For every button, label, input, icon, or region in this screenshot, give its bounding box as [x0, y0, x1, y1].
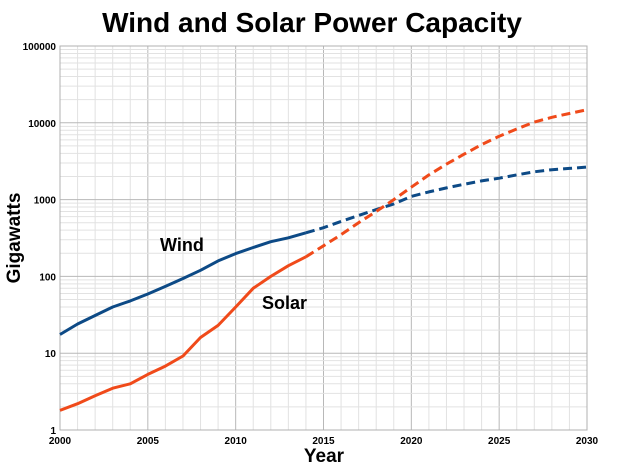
- y-tick-label: 1: [50, 426, 56, 437]
- x-axis-label: Year: [304, 446, 345, 467]
- series-lines: [59, 108, 588, 412]
- tick-labels: 2000 2005 2010 2015 2020 2025 2030 1 10 100 1000 10…: [23, 42, 599, 447]
- x-tick-label: 2020: [400, 436, 423, 447]
- x-tick-label: 2010: [225, 436, 248, 447]
- y-tick-label: 10: [45, 349, 57, 360]
- x-tick-label: 2000: [49, 436, 72, 447]
- y-tick-label: 1000: [34, 196, 57, 207]
- wind-historical-line: [59, 231, 307, 336]
- x-tick-label: 2025: [488, 436, 511, 447]
- wind-label: Wind: [160, 235, 204, 255]
- plot-border: [59, 45, 588, 431]
- y-tick-label: 100: [39, 272, 56, 283]
- solar-projection-line: [305, 108, 588, 259]
- x-tick-label: 2005: [137, 436, 160, 447]
- wind-projection-line: [305, 165, 588, 235]
- x-tick-label: 2030: [576, 436, 599, 447]
- solar-label: Solar: [262, 293, 307, 313]
- y-tick-label: 100000: [23, 42, 57, 53]
- y-axis-label: Gigawatts: [4, 193, 25, 284]
- x-tick-label: 2015: [312, 436, 335, 447]
- y-tick-label: 10000: [28, 119, 56, 130]
- chart-title: Wind and Solar Power Capacity: [102, 7, 522, 38]
- grid: [59, 45, 588, 431]
- solar-historical-line: [59, 255, 307, 412]
